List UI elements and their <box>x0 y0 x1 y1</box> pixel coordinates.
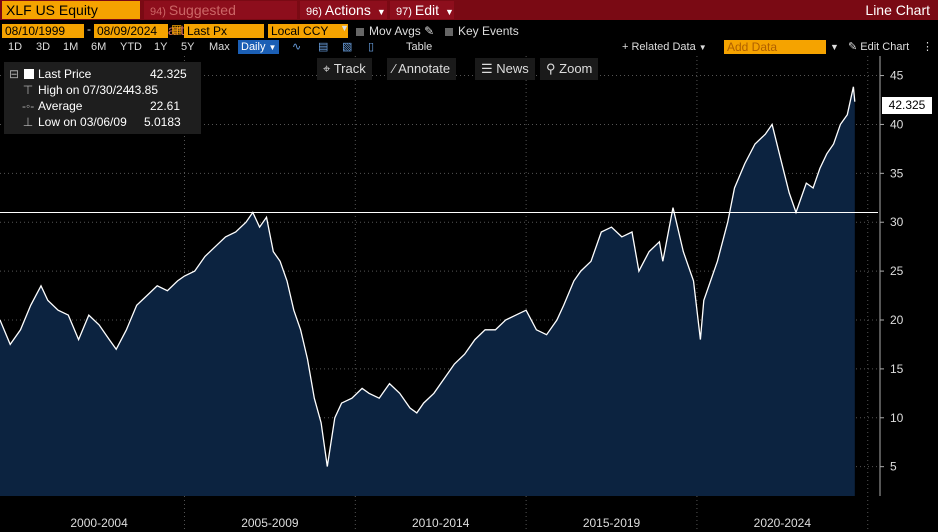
y-tick-label: 25 <box>890 264 904 278</box>
period-1m[interactable]: 1M <box>63 41 79 53</box>
actions-label: Actions <box>324 2 371 18</box>
more-options-icon[interactable]: ⋮ <box>922 41 933 53</box>
period-max[interactable]: Max <box>209 41 230 53</box>
x-axis: 2000-2004 2005-2009 2010-2014 2015-2019 2020… <box>70 516 811 530</box>
suggested-charts-menu[interactable]: 94)Suggested Charts▼ <box>144 1 297 38</box>
y-axis: 5 10 15 20 25 30 35 40 45 <box>880 69 904 474</box>
track-button[interactable]: ⌖ Track <box>317 58 372 80</box>
period-5y[interactable]: 5Y <box>181 41 195 53</box>
news-icon: ☰ <box>481 61 493 76</box>
x-tick-label: 2020-2024 <box>754 516 812 530</box>
chevron-down-icon: ▼ <box>268 43 277 52</box>
magnifier-icon: ⚲ <box>546 61 556 76</box>
series-swatch <box>24 69 34 79</box>
mov-avgs-toggle[interactable]: Mov Avgs ✎ <box>356 24 434 38</box>
legend-high-label: High on 07/30/24 <box>38 83 130 97</box>
actions-number: 96) <box>306 6 322 18</box>
ticker-field[interactable]: XLF US Equity <box>2 1 140 19</box>
high-marker-icon: ⊤ <box>22 83 34 97</box>
chevron-down-icon: ▼ <box>445 7 454 17</box>
x-tick-label: 2010-2014 <box>412 516 470 530</box>
y-tick-label: 40 <box>890 117 904 131</box>
zoom-button[interactable]: ⚲ Zoom <box>540 58 599 80</box>
news-label: News <box>496 61 529 76</box>
y-tick-label: 30 <box>890 215 904 229</box>
period-ytd[interactable]: YTD <box>120 41 142 53</box>
period-3d[interactable]: 3D <box>36 41 51 53</box>
low-marker-icon: ⊥ <box>22 115 34 129</box>
chart-style-icon[interactable]: ▤ <box>318 41 329 53</box>
annotate-button[interactable]: ∕ Annotate <box>387 58 457 80</box>
zoom-label: Zoom <box>559 61 593 76</box>
price-line <box>0 86 856 467</box>
key-events-toggle[interactable]: Key Events <box>445 24 519 38</box>
candle-icon[interactable]: ▯ <box>368 41 375 53</box>
header-bar <box>0 0 938 20</box>
currency-select[interactable]: Local CCY <box>268 24 348 38</box>
legend-low-label: Low on 03/06/09 <box>38 115 127 129</box>
chevron-down-icon: ▼ <box>376 7 386 17</box>
related-data-label: + Related Data <box>622 41 696 53</box>
add-data-input[interactable]: Add Data <box>724 40 826 54</box>
x-tick-label: 2015-2019 <box>583 516 641 530</box>
checkbox-icon <box>356 27 364 36</box>
crosshair-icon: ⌖ <box>323 61 331 76</box>
table-button[interactable]: Table <box>406 41 433 53</box>
mov-avgs-label: Mov Avgs <box>369 24 421 38</box>
edit-chart-label: Edit Chart <box>860 41 910 53</box>
x-tick-label: 2000-2004 <box>70 516 128 530</box>
checkbox-icon <box>445 27 453 36</box>
pencil-icon[interactable]: ✎ <box>424 24 435 38</box>
price-area <box>0 86 855 497</box>
edit-menu[interactable]: 97) Edit ▼ <box>390 1 454 19</box>
actions-menu[interactable]: 96) Actions ▼ <box>300 1 387 19</box>
y-tick-label: 20 <box>890 313 904 327</box>
y-tick-label: 15 <box>890 362 904 376</box>
related-data-button[interactable]: + Related Data ▼ <box>622 40 707 55</box>
chart-legend: ⊟ Last Price 42.325 ⊤ High on 07/30/24 4… <box>4 62 201 134</box>
news-button[interactable]: ☰ News <box>475 58 535 80</box>
last-price-label: 42.325 <box>882 97 932 114</box>
x-tick-label: 2005-2009 <box>241 516 299 530</box>
legend-last-value: 42.325 <box>150 67 187 81</box>
y-tick-label: 5 <box>890 460 897 474</box>
pencil-icon: ✎ <box>848 41 858 53</box>
y-tick-label: 35 <box>890 166 904 180</box>
frequency-select[interactable]: Daily ▼ <box>238 40 280 54</box>
legend-high-value: 43.85 <box>128 83 159 97</box>
suggested-charts-number: 94) <box>150 6 166 18</box>
calendar-icon[interactable]: ▦ <box>171 22 183 36</box>
legend-last-label: Last Price <box>38 67 92 81</box>
frequency-label: Daily <box>241 41 266 53</box>
bar-chart-icon[interactable]: ▧ <box>342 41 353 53</box>
legend-low-value: 5.0183 <box>144 115 181 129</box>
period-1d[interactable]: 1D <box>8 41 23 53</box>
start-date-field[interactable]: 08/10/1999 <box>2 24 84 38</box>
track-label: Track <box>333 61 366 76</box>
legend-avg-value: 22.61 <box>150 99 181 113</box>
edit-number: 97) <box>396 6 412 18</box>
period-1y[interactable]: 1Y <box>154 41 168 53</box>
end-date-field[interactable]: 08/09/2024 <box>94 24 168 38</box>
edit-label: Edit <box>414 2 440 18</box>
chevron-down-icon[interactable]: ▼ <box>830 42 839 52</box>
annotate-icon: ∕ <box>393 61 396 76</box>
chevron-down-icon[interactable]: ▼ <box>340 23 349 33</box>
collapse-icon[interactable]: ⊟ <box>8 67 20 81</box>
price-chart[interactable]: 5 10 15 20 25 30 35 40 45 2000-2004 2005-2009 2010… <box>0 56 938 532</box>
price-field-select[interactable]: Last Px <box>184 24 264 38</box>
legend-avg-label: Average <box>38 99 83 113</box>
chevron-down-icon: ▼ <box>698 43 707 52</box>
line-chart-icon[interactable]: ∿ <box>292 41 302 53</box>
y-tick-label: 45 <box>890 69 904 83</box>
key-events-label: Key Events <box>458 24 519 38</box>
date-separator: - <box>87 22 91 36</box>
period-6m[interactable]: 6M <box>91 41 107 53</box>
edit-chart-button[interactable]: ✎ Edit Chart <box>848 40 909 54</box>
average-marker-icon: -◦- <box>22 99 35 113</box>
chart-type-title: Line Chart <box>865 2 930 18</box>
annotate-label: Annotate <box>398 61 451 76</box>
y-tick-label: 10 <box>890 411 904 425</box>
